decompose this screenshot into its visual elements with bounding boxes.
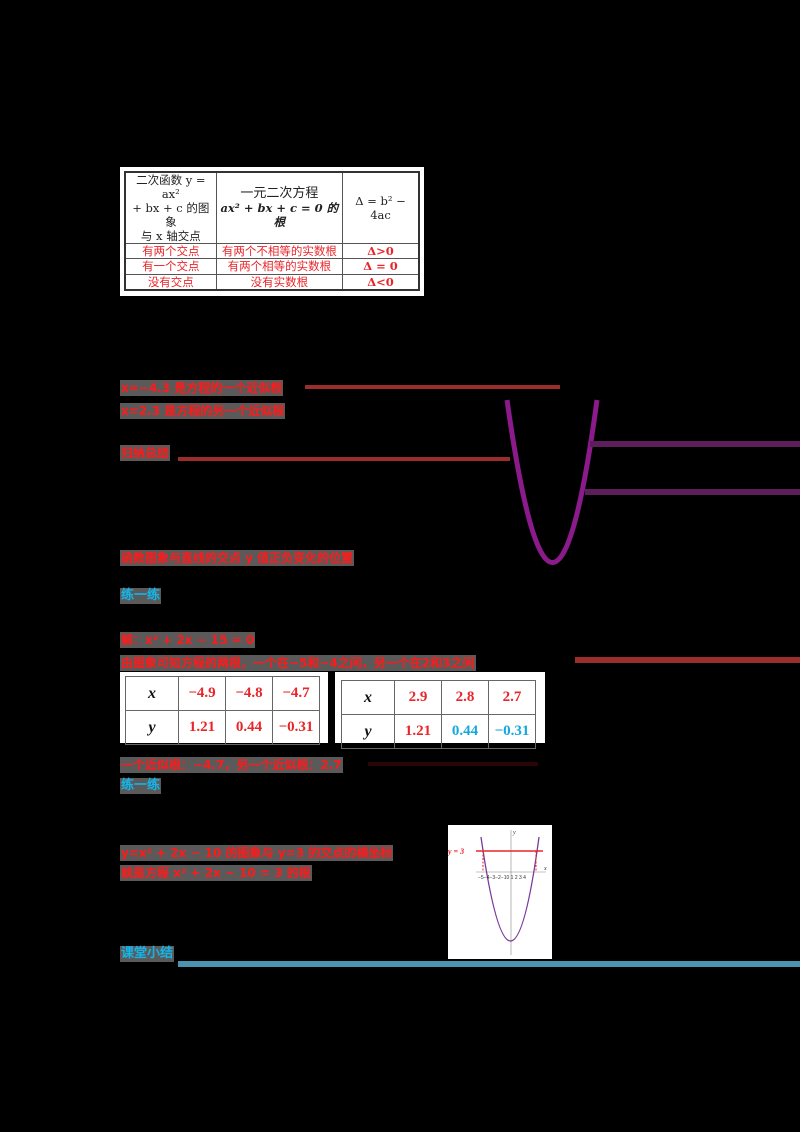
y-label: y (125, 710, 179, 745)
underline-rule (368, 762, 538, 766)
header-line: ax² + bx + c = 0 的根 (220, 201, 339, 229)
svg-text:y: y (512, 830, 516, 836)
x-value: −4.7 (272, 676, 320, 711)
x-label: x (341, 680, 395, 715)
values-table-right: x 2.9 2.8 2.7 y 1.21 0.44 −0.31 (335, 672, 545, 749)
parabola-graph (504, 399, 600, 565)
y-value: 1.21 (178, 710, 226, 745)
cell-intersections: 有两个交点 (124, 242, 217, 260)
cell-roots: 没有实数根 (215, 273, 344, 291)
practice-badge: 练一练 (120, 778, 162, 794)
header-line: + bx + c 的图象 (132, 201, 210, 229)
cell-roots: 有两个不相等的实数根 (215, 242, 344, 260)
header-line: 一元二次方程 (240, 186, 319, 201)
cell-delta: Δ>0 (342, 242, 420, 260)
header-intersections: 二次函数 y = ax² + bx + c 的图象 与 x 轴交点 (124, 171, 217, 244)
approx-result: 一个近似根：−4.7，另一个近似根：2.7 (120, 757, 343, 773)
parabola-with-line-graph: y = 3 y x −5−4−3−2−10 1 2 3 4 (447, 830, 547, 955)
x-value: 2.8 (441, 680, 489, 715)
cell-intersections: 没有交点 (124, 273, 217, 291)
header-delta: Δ = b² − 4ac (342, 171, 420, 244)
y-value: −0.31 (272, 710, 320, 745)
y-value: 1.21 (394, 714, 442, 749)
y-value: 0.44 (225, 710, 273, 745)
discriminant-summary-table: 二次函数 y = ax² + bx + c 的图象 与 x 轴交点 一元二次方程… (120, 167, 424, 296)
mini-graph: y = 3 y x −5−4−3−2−10 1 2 3 4 (447, 825, 552, 959)
cell-delta: Δ<0 (342, 273, 420, 291)
x-value: −4.8 (225, 676, 273, 711)
graph-problem-line-2: 就是方程 x² + 2x − 10 = 3 的根 (120, 865, 312, 881)
pointer-rule (585, 489, 800, 495)
underline-rule (178, 961, 800, 967)
graph-problem-line-1: y=x² + 2x − 10 的图象与 y=3 的交点的横坐标 (120, 845, 394, 861)
x-value: −4.9 (178, 676, 226, 711)
class-summary-badge: 课堂小结 (120, 946, 175, 962)
approx-root-line-2: x=2.3 是方程的另一个近似根 (120, 403, 286, 419)
x-label: x (125, 676, 179, 711)
underline-rule (178, 457, 510, 461)
svg-text:x: x (543, 866, 547, 872)
y-value: −0.31 (488, 714, 536, 749)
parabola-curve (504, 399, 600, 565)
header-line: 二次函数 y = ax² (136, 173, 206, 201)
underline-rule (305, 385, 560, 389)
svg-text:−5−4−3−2−10 1 2 3 4: −5−4−3−2−10 1 2 3 4 (478, 875, 526, 881)
practice-badge: 练一练 (120, 588, 162, 604)
cell-delta: Δ = 0 (342, 258, 420, 275)
cell-intersections: 有一个交点 (124, 258, 217, 275)
cell-roots: 有两个相等的实数根 (215, 258, 344, 275)
line-label: y = 3 (448, 847, 464, 856)
approx-root-line-1: x=−4.3 是方程的一个近似根 (120, 380, 284, 396)
y-value: 0.44 (441, 714, 489, 749)
x-value: 2.9 (394, 680, 442, 715)
header-roots: 一元二次方程 ax² + bx + c = 0 的根 (215, 171, 344, 244)
observation-note: 函数图象与直线的交点 y 值正负变化的位置 (120, 550, 355, 566)
problem-equation: 解：x² + 2x − 15 = 0 (120, 632, 256, 648)
header-line: 与 x 轴交点 (140, 229, 201, 243)
values-table-left: x −4.9 −4.8 −4.7 y 1.21 0.44 −0.31 (120, 672, 328, 745)
pointer-rule (590, 441, 800, 447)
problem-description: 由图象可知方程的两根，一个在−5和−4之间，另一个在2和3之间 (120, 655, 476, 671)
y-label: y (341, 714, 395, 749)
underline-rule (575, 657, 800, 663)
summary-label: 归纳总结 (120, 445, 171, 461)
x-value: 2.7 (488, 680, 536, 715)
